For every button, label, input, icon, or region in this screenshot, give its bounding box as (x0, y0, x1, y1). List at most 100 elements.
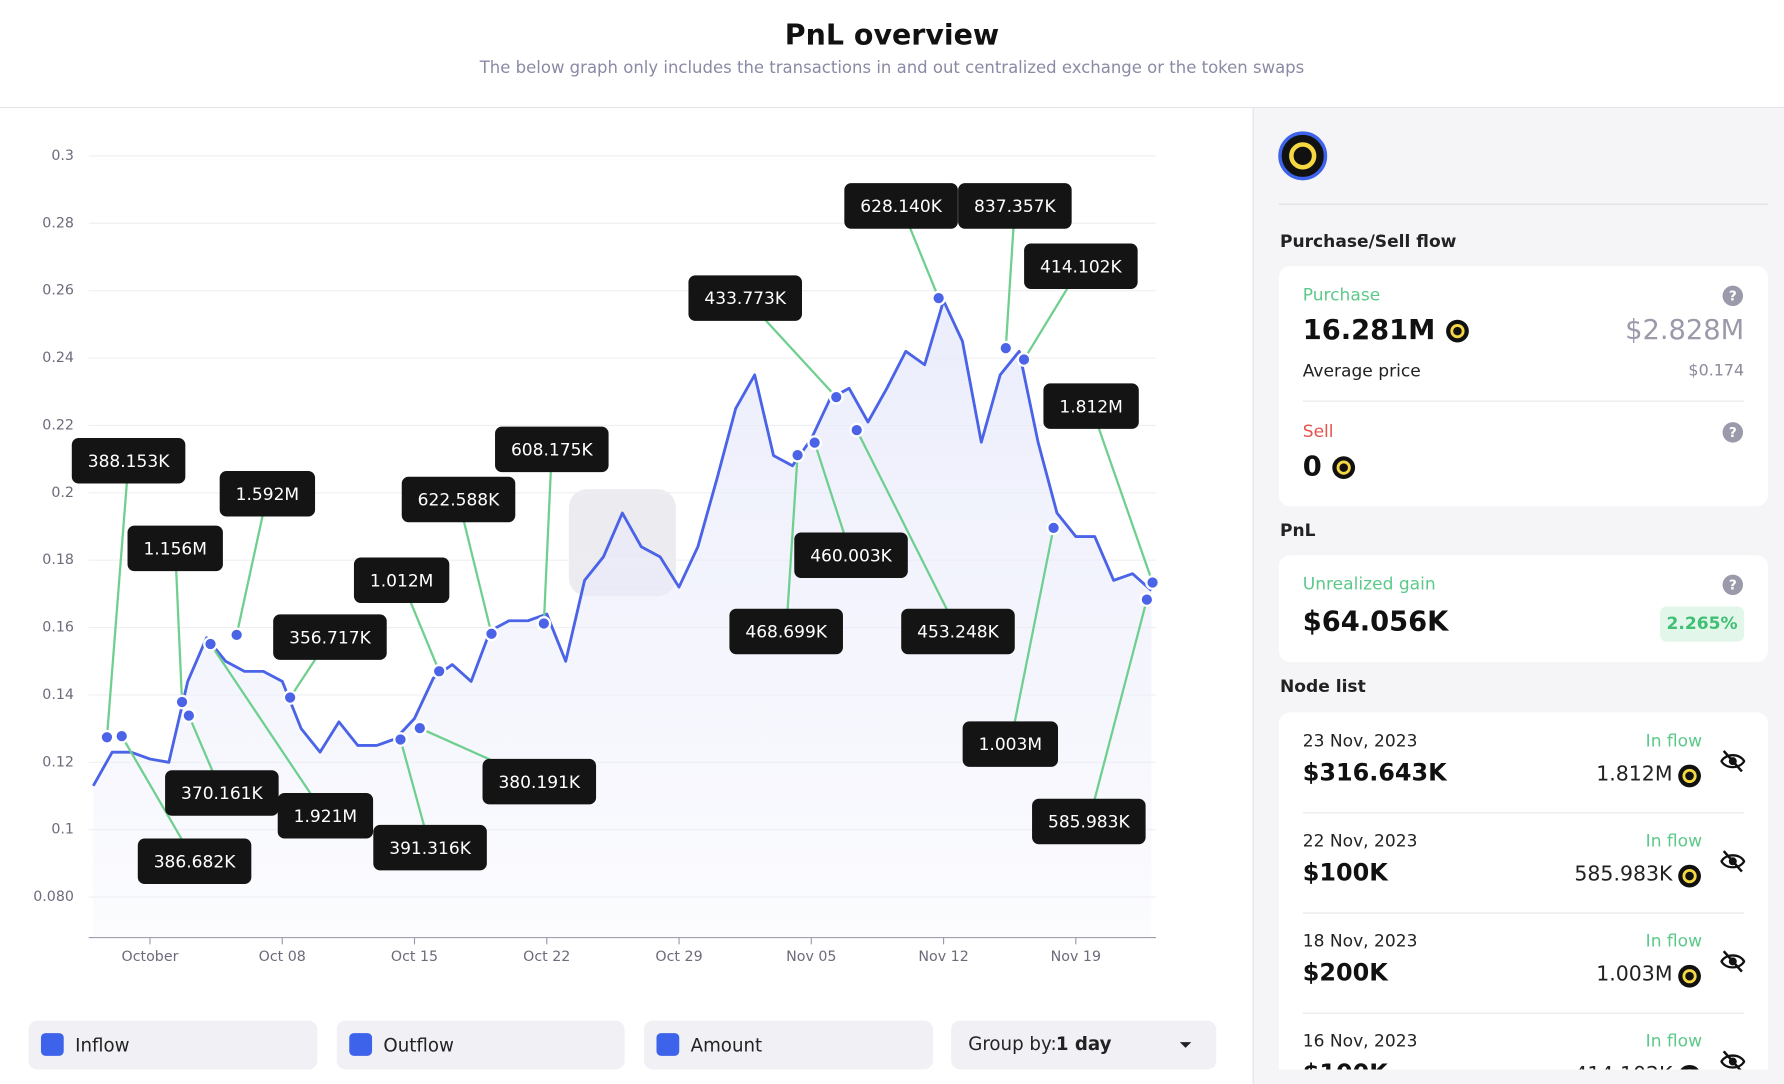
annotation-box (688, 275, 803, 321)
amount: 16.281M (1302, 314, 1436, 346)
annotation-label: 585.983K (1048, 813, 1130, 833)
node-row[interactable]: 22 Nov, 2023 $100K In flow 585.983K (1279, 812, 1768, 912)
annotation-box (794, 532, 908, 578)
token-icon (1677, 864, 1702, 894)
y-tick-label: 0.22 (42, 417, 74, 433)
node-amount: 585.983K (1574, 862, 1673, 887)
annotation-label: 460.003K (810, 546, 892, 566)
annotation-box (1024, 243, 1138, 289)
hide-node[interactable] (1720, 1050, 1746, 1070)
annotation-box (844, 183, 958, 229)
hide-node[interactable] (1720, 750, 1746, 777)
annotation-label: 370.161K (181, 784, 263, 804)
node-amount: 1.003M (1596, 962, 1673, 987)
node-value: $200K (1302, 959, 1388, 987)
leader-line (785, 455, 799, 632)
amount-toggle[interactable]: Amount (643, 1020, 933, 1070)
leader-line (1090, 405, 1154, 583)
group-by-select[interactable]: Group by: 1 day (951, 1020, 1217, 1070)
annotation-label: 608.175K (511, 441, 593, 461)
token-logo (1278, 131, 1328, 181)
annotation-box (219, 471, 316, 517)
node-row[interactable]: 23 Nov, 2023 $316.643K In flow 1.812M (1279, 712, 1768, 812)
annotation-box (273, 614, 387, 660)
node-marker (484, 626, 499, 642)
checkbox-label: Outflow (383, 1034, 454, 1056)
node-marker (931, 290, 947, 306)
price-line (92, 299, 1153, 787)
token-icon (1677, 964, 1702, 994)
hide-node[interactable] (1720, 950, 1746, 977)
gain-label: Unrealized gain (1302, 573, 1436, 594)
x-tick-label: Nov 05 (786, 949, 836, 965)
checkbox-label: Amount (690, 1034, 763, 1056)
annotation-box (729, 608, 843, 655)
y-tick-label: 0.14 (42, 687, 74, 703)
inflow-toggle[interactable]: Inflow (28, 1020, 318, 1070)
amount: 0 (1302, 450, 1322, 483)
node-marker (828, 389, 844, 405)
node-value: $100K (1302, 859, 1388, 887)
node-direction: In flow (1645, 930, 1703, 952)
node-row[interactable]: 16 Nov, 2023 $100K In flow 414.102K (1279, 1012, 1768, 1070)
leader-line (174, 548, 184, 703)
annotation-box (401, 476, 516, 523)
sell-amount: 0 (1302, 450, 1357, 483)
outflow-toggle[interactable]: Outflow (336, 1020, 625, 1070)
node-marker (790, 447, 805, 463)
node-direction: In flow (1645, 730, 1703, 751)
hide-node[interactable] (1720, 850, 1746, 877)
leader-line (542, 449, 553, 624)
annotation-label: 468.699K (745, 623, 827, 643)
y-tick-label: 0.080 (33, 889, 74, 905)
node-direction: In flow (1645, 830, 1703, 852)
area (93, 300, 1152, 938)
annotation-box (482, 758, 597, 805)
section-title: PnL (1279, 519, 1316, 541)
node-marker (412, 720, 428, 736)
pnl-card: Unrealized gain ? $64.056K 2.265% (1278, 555, 1769, 663)
x-tick-label: Nov 19 (1051, 949, 1101, 965)
annotation-label: 622.588K (418, 491, 500, 511)
page-title: PnL overview (784, 18, 1000, 52)
node-direction: In flow (1645, 1030, 1703, 1052)
y-tick-label: 0.1 (51, 822, 74, 838)
leader-line (855, 429, 960, 632)
annotation-boxes: 388.153K 386.682K 1.156M 370.161K 1.592M 1.92… (71, 183, 1146, 885)
leader-line (1087, 599, 1148, 822)
chart: 0.3 0.28 0.26 0.24 0.22 0.2 0.18 0.16 0.14 0.12 0.… (33, 148, 1160, 965)
annotation-label: 837.357K (974, 197, 1056, 217)
y-tick-label: 0.3 (51, 148, 74, 164)
node-marker (998, 340, 1014, 356)
annotation-label: 1.812M (1059, 397, 1123, 417)
leader-line (1004, 205, 1017, 349)
annotation-box (353, 557, 450, 604)
token-icon (1677, 763, 1702, 793)
help-icon[interactable]: ? (1722, 285, 1744, 307)
sell-label: Sell (1302, 420, 1334, 442)
node-marker (1016, 352, 1032, 367)
annotation-box (962, 721, 1059, 767)
dropdown-arrow (1179, 1042, 1192, 1048)
help-icon[interactable]: ? (1722, 574, 1744, 596)
purchase-label: Purchase (1302, 284, 1381, 305)
purchase-usd: $2.828M (1625, 314, 1745, 346)
annotation-label: 1.592M (236, 485, 300, 505)
checkbox-label: Inflow (75, 1034, 130, 1056)
node-date: 23 Nov, 2023 (1302, 730, 1418, 751)
node-row[interactable]: 18 Nov, 2023 $200K In flow 1.003M (1279, 912, 1768, 1012)
annotation-label: 1.156M (143, 540, 207, 560)
y-tick-label: 0.2 (51, 485, 74, 501)
node-marker (849, 422, 865, 438)
annotation-box (277, 793, 374, 839)
leader-line (1009, 527, 1055, 745)
node-marker (203, 636, 218, 652)
node-date: 22 Nov, 2023 (1302, 830, 1418, 852)
flow-card: Purchase ? 16.281M $2.828M Average price… (1278, 266, 1769, 507)
help-icon[interactable]: ? (1722, 422, 1744, 443)
section-title: Node list (1279, 675, 1366, 697)
annotation-box (127, 525, 223, 572)
annotation-label: 391.316K (389, 839, 471, 859)
node-list: 23 Nov, 2023 $316.643K In flow 1.812M 22 Nov… (1278, 712, 1769, 1070)
